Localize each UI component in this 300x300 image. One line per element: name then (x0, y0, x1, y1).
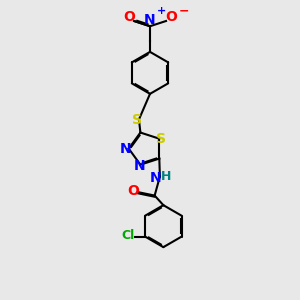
Text: S: S (156, 132, 166, 146)
Text: −: − (179, 4, 190, 18)
Text: O: O (165, 10, 177, 24)
Text: N: N (119, 142, 131, 156)
Text: N: N (144, 13, 156, 27)
Text: S: S (133, 113, 142, 127)
Text: +: + (156, 6, 166, 16)
Text: H: H (161, 170, 172, 183)
Text: N: N (150, 171, 162, 185)
Text: O: O (123, 10, 135, 24)
Text: Cl: Cl (121, 229, 134, 242)
Text: N: N (134, 159, 145, 173)
Text: O: O (127, 184, 139, 198)
